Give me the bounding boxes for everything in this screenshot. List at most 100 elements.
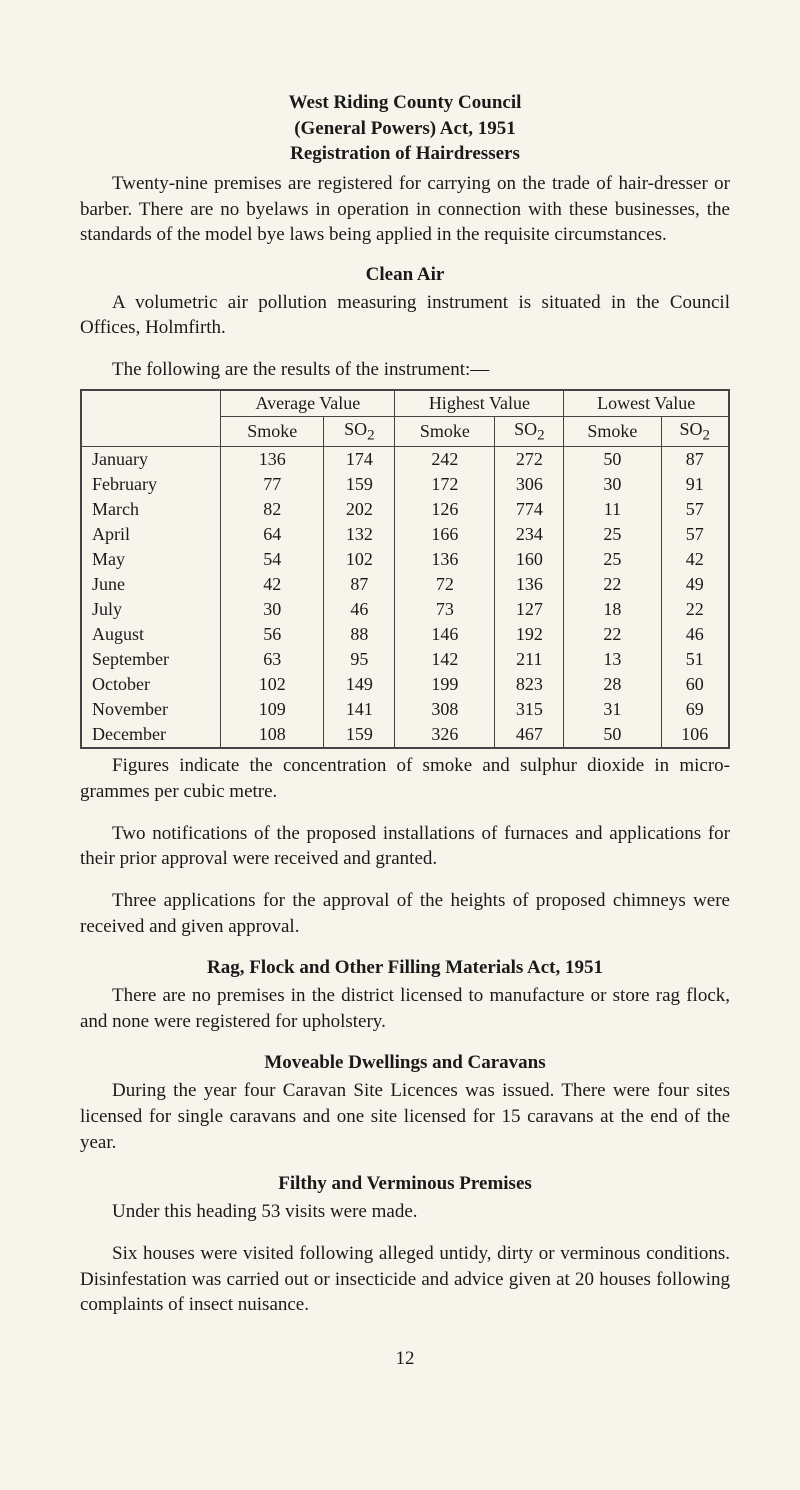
table-cell-value: 149 xyxy=(324,672,395,697)
table-cell-value: 22 xyxy=(564,622,661,647)
table-cell-value: 308 xyxy=(395,697,495,722)
header-line-3: Registration of Hairdressers xyxy=(80,141,730,167)
document-page: West Riding County Council (General Powe… xyxy=(0,0,800,1410)
table-cell-value: 141 xyxy=(324,697,395,722)
table-cell-value: 202 xyxy=(324,497,395,522)
table-row: May541021361602542 xyxy=(81,547,729,572)
table-cell-month: February xyxy=(81,472,221,497)
table-cell-value: 49 xyxy=(661,572,729,597)
table-row: November1091413083153169 xyxy=(81,697,729,722)
page-number: 12 xyxy=(80,1348,730,1370)
paragraph-after-table-2: Two notifications of the proposed instal… xyxy=(80,821,730,872)
table-cell-value: 18 xyxy=(564,597,661,622)
paragraph-hairdressers: Twenty-nine premises are registered for … xyxy=(80,171,730,248)
table-cell-value: 46 xyxy=(324,597,395,622)
table-cell-value: 73 xyxy=(395,597,495,622)
table-cell-value: 54 xyxy=(221,547,324,572)
table-corner-blank xyxy=(81,390,221,447)
table-cell-value: 87 xyxy=(324,572,395,597)
paragraph-after-table-1: Figures indicate the concentration of sm… xyxy=(80,753,730,804)
table-cell-value: 211 xyxy=(495,647,564,672)
section-title-rag: Rag, Flock and Other Filling Materials A… xyxy=(80,957,730,979)
table-row: February771591723063091 xyxy=(81,472,729,497)
table-cell-value: 87 xyxy=(661,447,729,473)
table-cell-value: 160 xyxy=(495,547,564,572)
table-cell-value: 50 xyxy=(564,722,661,748)
table-cell-value: 136 xyxy=(495,572,564,597)
table-cell-month: August xyxy=(81,622,221,647)
table-sub-header: Smoke xyxy=(221,416,324,447)
table-sub-header: Smoke xyxy=(395,416,495,447)
table-cell-value: 11 xyxy=(564,497,661,522)
table-cell-value: 56 xyxy=(221,622,324,647)
table-row: August56881461922246 xyxy=(81,622,729,647)
table-cell-value: 50 xyxy=(564,447,661,473)
section-title-filthy: Filthy and Verminous Premises xyxy=(80,1173,730,1195)
table-cell-value: 136 xyxy=(395,547,495,572)
table-cell-value: 234 xyxy=(495,522,564,547)
table-cell-value: 57 xyxy=(661,522,729,547)
table-cell-value: 88 xyxy=(324,622,395,647)
table-cell-value: 25 xyxy=(564,522,661,547)
table-group-header: Lowest Value xyxy=(564,390,729,417)
table-cell-value: 72 xyxy=(395,572,495,597)
table-sub-header: SO2 xyxy=(495,416,564,447)
table-cell-value: 467 xyxy=(495,722,564,748)
table-cell-value: 77 xyxy=(221,472,324,497)
table-row: March822021267741157 xyxy=(81,497,729,522)
paragraph-rag: There are no premises in the district li… xyxy=(80,983,730,1034)
table-cell-value: 22 xyxy=(564,572,661,597)
table-cell-value: 64 xyxy=(221,522,324,547)
table-cell-month: July xyxy=(81,597,221,622)
table-cell-value: 51 xyxy=(661,647,729,672)
table-cell-value: 132 xyxy=(324,522,395,547)
table-sub-header: SO2 xyxy=(661,416,729,447)
table-row: January1361742422725087 xyxy=(81,447,729,473)
so2-label: SO2 xyxy=(680,419,711,439)
table-cell-value: 272 xyxy=(495,447,564,473)
table-cell-value: 127 xyxy=(495,597,564,622)
table-row: September63951422111351 xyxy=(81,647,729,672)
table-cell-value: 60 xyxy=(661,672,729,697)
so2-label: SO2 xyxy=(344,419,375,439)
table-cell-month: April xyxy=(81,522,221,547)
table-cell-month: December xyxy=(81,722,221,748)
header-line-1: West Riding County Council xyxy=(80,90,730,116)
header-block: West Riding County Council (General Powe… xyxy=(80,90,730,167)
paragraph-clean-air-2: The following are the results of the ins… xyxy=(80,357,730,383)
table-cell-value: 28 xyxy=(564,672,661,697)
table-cell-value: 63 xyxy=(221,647,324,672)
table-cell-value: 95 xyxy=(324,647,395,672)
table-cell-value: 242 xyxy=(395,447,495,473)
table-cell-month: May xyxy=(81,547,221,572)
table-cell-value: 166 xyxy=(395,522,495,547)
table-row: December10815932646750106 xyxy=(81,722,729,748)
air-pollution-table: Average Value Highest Value Lowest Value… xyxy=(80,389,730,750)
section-title-moveable: Moveable Dwellings and Caravans xyxy=(80,1052,730,1074)
table-cell-month: June xyxy=(81,572,221,597)
table-cell-value: 30 xyxy=(221,597,324,622)
table-cell-value: 102 xyxy=(221,672,324,697)
table-cell-value: 42 xyxy=(661,547,729,572)
table-cell-month: March xyxy=(81,497,221,522)
paragraph-clean-air-1: A volumetric air pollution measuring ins… xyxy=(80,290,730,341)
table-cell-value: 199 xyxy=(395,672,495,697)
table-row: April641321662342557 xyxy=(81,522,729,547)
table-cell-value: 13 xyxy=(564,647,661,672)
table-cell-month: November xyxy=(81,697,221,722)
table-cell-value: 82 xyxy=(221,497,324,522)
header-line-2: (General Powers) Act, 1951 xyxy=(80,116,730,142)
table-cell-month: January xyxy=(81,447,221,473)
table-sub-header: SO2 xyxy=(324,416,395,447)
table-cell-value: 136 xyxy=(221,447,324,473)
table-cell-value: 22 xyxy=(661,597,729,622)
table-cell-value: 69 xyxy=(661,697,729,722)
table-cell-value: 326 xyxy=(395,722,495,748)
table-cell-value: 106 xyxy=(661,722,729,748)
table-cell-month: October xyxy=(81,672,221,697)
table-group-header: Highest Value xyxy=(395,390,564,417)
table-row: June4287721362249 xyxy=(81,572,729,597)
table-cell-value: 126 xyxy=(395,497,495,522)
table-cell-value: 172 xyxy=(395,472,495,497)
table-cell-value: 315 xyxy=(495,697,564,722)
